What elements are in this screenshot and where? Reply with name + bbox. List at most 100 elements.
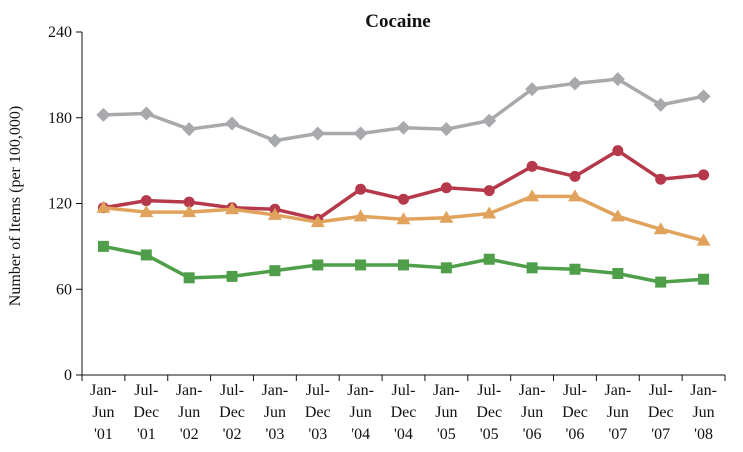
x-tick-label: Dec xyxy=(219,404,245,421)
data-point xyxy=(655,173,667,185)
data-point xyxy=(267,133,282,148)
x-tick-label: Jul- xyxy=(134,382,158,399)
data-point xyxy=(140,195,152,207)
data-point xyxy=(482,206,497,219)
data-point xyxy=(182,122,197,137)
x-tick-label: '06 xyxy=(523,426,542,443)
x-tick-label: '02 xyxy=(223,426,242,443)
data-point xyxy=(182,205,197,218)
x-tick-label: Jul- xyxy=(477,382,501,399)
data-point xyxy=(698,169,710,181)
data-point xyxy=(610,72,625,87)
data-point xyxy=(396,212,411,225)
x-tick-label: '01 xyxy=(137,426,156,443)
data-point xyxy=(97,240,109,252)
data-point xyxy=(612,145,624,157)
y-tick-label: 0 xyxy=(64,367,72,384)
x-tick-label: Jul- xyxy=(306,382,330,399)
data-point xyxy=(183,196,195,208)
x-tick-label: Jun xyxy=(607,404,629,421)
data-point xyxy=(696,89,711,104)
y-axis-label: Number of Items (per 100,000) xyxy=(7,106,24,306)
series-line xyxy=(103,148,704,221)
x-tick-label: Jun xyxy=(435,404,457,421)
x-ticks: Jan- Jun '01 Jul- Dec '01 Jan- Jun '02 Jul- Dec '02… xyxy=(81,375,726,443)
x-tick-label: '05 xyxy=(480,426,499,443)
data-point xyxy=(355,183,367,195)
data-point xyxy=(396,120,411,135)
x-tick-label: '03 xyxy=(308,426,327,443)
data-point xyxy=(482,113,497,128)
data-point xyxy=(355,259,367,271)
x-tick-label: '01 xyxy=(94,426,113,443)
data-point xyxy=(312,259,324,271)
x-tick-label: Jan- xyxy=(176,382,203,399)
x-tick-label: Jan- xyxy=(347,382,374,399)
series-group xyxy=(96,72,711,288)
x-tick-label: Jul- xyxy=(649,382,673,399)
x-tick-label: Jun xyxy=(264,404,286,421)
data-point xyxy=(96,107,111,122)
data-point xyxy=(183,272,195,284)
y-tick-label: 120 xyxy=(48,196,72,213)
x-tick-label: Dec xyxy=(648,404,674,421)
data-point xyxy=(310,126,325,141)
x-tick-label: Dec xyxy=(305,404,331,421)
data-point xyxy=(483,253,495,265)
x-tick-label: Jan- xyxy=(433,382,460,399)
data-point xyxy=(483,185,495,197)
data-point xyxy=(139,205,154,218)
data-point xyxy=(225,116,240,131)
x-tick-label: '02 xyxy=(180,426,199,443)
x-tick-label: Jul- xyxy=(392,382,416,399)
data-point xyxy=(696,233,711,246)
data-point xyxy=(567,189,582,202)
chart-title: Cocaine xyxy=(365,11,430,32)
data-point xyxy=(398,259,409,271)
x-tick-label: Jan- xyxy=(690,382,717,399)
data-point xyxy=(526,262,538,274)
x-tick-label: Jan- xyxy=(90,382,117,399)
x-tick-label: Dec xyxy=(391,404,417,421)
y-tick-label: 60 xyxy=(56,281,72,298)
data-point xyxy=(225,202,240,215)
data-point xyxy=(439,210,454,223)
data-point xyxy=(139,106,154,121)
x-tick-label: Jan- xyxy=(519,382,546,399)
data-point xyxy=(267,207,282,220)
data-point xyxy=(353,209,368,222)
x-tick-label: Jun xyxy=(350,404,372,421)
x-tick-label: '04 xyxy=(394,426,413,443)
data-point xyxy=(698,273,710,285)
x-tick-label: '03 xyxy=(265,426,284,443)
data-point xyxy=(653,222,668,235)
x-tick-label: Dec xyxy=(476,404,502,421)
x-tick-label: '05 xyxy=(437,426,456,443)
x-tick-label: '07 xyxy=(651,426,670,443)
data-point xyxy=(226,270,238,282)
x-tick-label: Jul- xyxy=(220,382,244,399)
data-point xyxy=(525,82,540,97)
x-tick-label: '08 xyxy=(694,426,713,443)
x-tick-label: Jul- xyxy=(563,382,587,399)
data-point xyxy=(353,126,368,141)
data-point xyxy=(526,160,538,172)
data-point xyxy=(269,265,281,277)
data-point xyxy=(440,182,452,194)
x-tick-label: Jan- xyxy=(262,382,289,399)
data-point xyxy=(140,249,152,261)
x-tick-label: Jan- xyxy=(605,382,632,399)
x-tick-label: Dec xyxy=(562,404,588,421)
x-tick-label: '06 xyxy=(566,426,585,443)
data-point xyxy=(96,200,111,213)
data-point xyxy=(653,97,668,112)
x-tick-label: '07 xyxy=(608,426,627,443)
data-point xyxy=(440,262,452,274)
data-point xyxy=(612,268,624,280)
data-point xyxy=(310,215,325,228)
x-tick-label: Jun xyxy=(521,404,543,421)
x-tick-label: Jun xyxy=(692,404,714,421)
x-tick-label: Jun xyxy=(92,404,114,421)
y-tick-label: 240 xyxy=(48,24,72,41)
